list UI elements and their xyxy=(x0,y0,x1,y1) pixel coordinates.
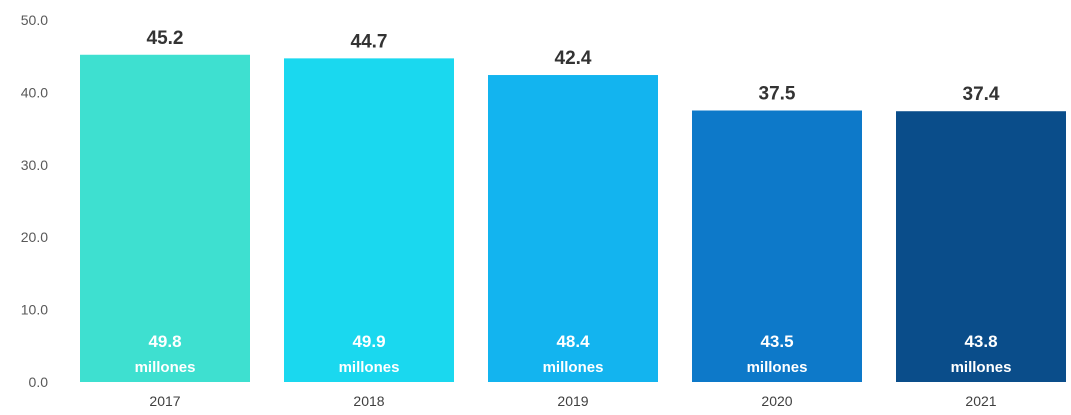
bar-2020 xyxy=(692,110,862,382)
bar-inner-unit: millones xyxy=(747,359,808,376)
bar-inner-unit: millones xyxy=(543,359,604,376)
x-tick-label: 2019 xyxy=(557,393,588,409)
bar-value-label: 45.2 xyxy=(147,28,184,49)
y-tick-label: 50.0 xyxy=(21,12,48,28)
y-tick-label: 30.0 xyxy=(21,157,48,173)
x-tick-label: 2020 xyxy=(761,393,792,409)
labels: 45.2 49.8 millones 44.7 49.9 millones 42.4 48.4… xyxy=(135,28,1012,376)
bar-2018 xyxy=(284,58,454,382)
bar-inner-unit: millones xyxy=(339,359,400,376)
bar-2017 xyxy=(80,54,250,382)
bar-inner-unit: millones xyxy=(951,359,1012,376)
y-tick-label: 20.0 xyxy=(21,229,48,245)
bar-2019 xyxy=(488,75,658,383)
x-axis: 2017 2018 2019 2020 2021 xyxy=(149,393,996,409)
x-tick-label: 2018 xyxy=(353,393,384,409)
bar-value-label: 37.4 xyxy=(963,84,1000,105)
bar-value-label: 42.4 xyxy=(555,48,592,69)
bar-2021 xyxy=(896,111,1066,382)
bar-inner-value: 49.8 xyxy=(148,332,181,351)
bars xyxy=(80,54,1066,383)
bar-value-label: 37.5 xyxy=(759,84,796,105)
y-tick-label: 10.0 xyxy=(21,302,48,318)
x-tick-label: 2021 xyxy=(965,393,996,409)
bar-inner-value: 43.8 xyxy=(964,332,997,351)
x-tick-label: 2017 xyxy=(149,393,180,409)
bar-inner-value: 43.5 xyxy=(760,332,793,351)
bar-inner-unit: millones xyxy=(135,359,196,376)
bar-value-label: 44.7 xyxy=(351,31,388,52)
bar-inner-value: 49.9 xyxy=(352,332,385,351)
y-tick-label: 40.0 xyxy=(21,84,48,100)
y-axis: 0.0 10.0 20.0 30.0 40.0 50.0 xyxy=(21,12,48,390)
y-tick-label: 0.0 xyxy=(29,374,49,390)
bar-inner-value: 48.4 xyxy=(556,332,590,351)
